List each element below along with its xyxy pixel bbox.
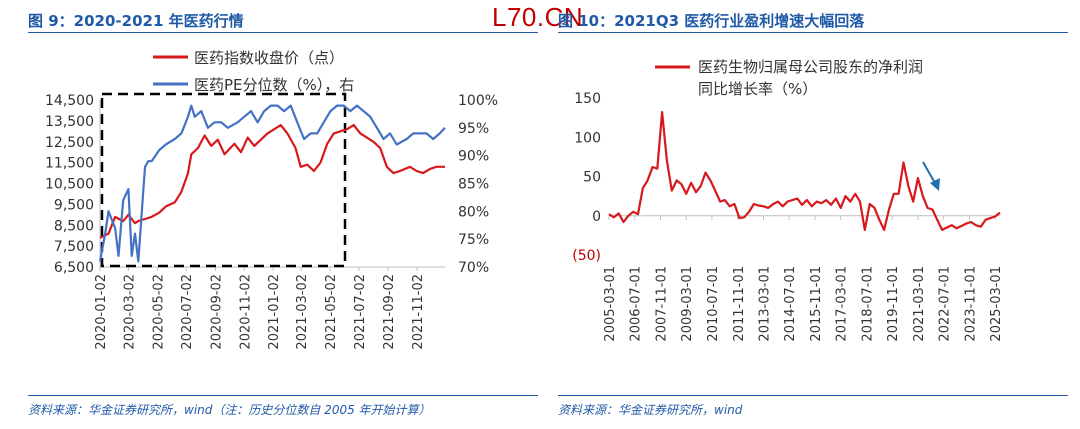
right-y-tick-label: 150 [574,91,601,107]
left-x-tick-label: 2021-09-02 [382,274,397,350]
right-y-tick-label: 70% [458,260,489,276]
right-x-tick-label: 2009-03-01 [680,266,695,342]
legend-label: 医药PE分位数（%），右 [194,76,354,94]
left-y-tick-label: 14,500 [45,93,94,109]
right-x-tick-label: 2023-11-01 [963,266,978,342]
left-x-tick-label: 2021-07-02 [353,274,368,350]
price-index-line [99,123,445,239]
right-x-tick-label: 2010-07-01 [706,266,721,342]
left-y-tick-label: 6,500 [54,260,94,276]
right-source-note: 资料来源：华金证券研究所，wind [558,403,743,417]
left-title-rule [28,32,538,33]
trend-arrow-head-icon [930,178,940,191]
right-y-tick-label: 100 [574,130,601,146]
right-y-tick-label: 50 [583,170,601,186]
left-y-tick-label: 8,500 [54,218,94,234]
right-x-tick-label: 2005-03-01 [603,266,618,342]
left-x-tick-label: 2021-01-02 [267,274,282,350]
right-source-rule [558,395,1068,396]
right-x-tick-label: 2021-03-01 [912,266,927,342]
right-x-tick-label: 2022-07-01 [938,266,953,342]
right-chart-title: 图 10：2021Q3 医药行业盈利增速大幅回落 [558,12,865,30]
left-chart: 14,500 13,500 12,500 11,500 10,500 9,500 8,500… [45,49,498,350]
right-x-tick-label: 2014-07-01 [783,266,798,342]
right-x-tick-label: 2019-11-01 [886,266,901,342]
right-x-tick-label: 2017-03-01 [835,266,850,342]
right-y-tick-label: 75% [458,232,489,248]
right-y-tick-label: 90% [458,149,489,165]
right-y-tick-label: 100% [458,93,498,109]
left-y-tick-label: 9,500 [54,197,94,213]
trend-arrow-shaft [922,161,936,184]
left-x-tick-label: 2020-07-02 [180,274,195,350]
left-x-tick-label: 2021-05-02 [324,274,339,350]
right-x-tick-label: 2018-07-01 [860,266,875,342]
right-y-tick-label: 95% [458,121,489,137]
left-x-tick-label: 2020-03-02 [122,274,137,350]
left-y-tick-label: 13,500 [45,114,94,130]
left-source-note: 资料来源：华金证券研究所，wind（注：历史分位数自 2005 年开始计算） [28,403,431,417]
left-chart-title: 图 9：2020-2021 年医药行情 [28,12,244,30]
left-x-tick-label: 2021-11-02 [411,274,426,350]
profit-growth-line [608,110,1001,231]
legend-label: 医药指数收盘价（点） [194,49,344,67]
right-y-tick-label: 80% [458,204,489,220]
right-y-tick-label: 0 [592,209,601,225]
left-x-tick-label: 2020-11-02 [238,274,253,350]
left-y-tick-label: 12,500 [45,135,94,151]
right-x-tick-label: 2007-11-01 [655,266,670,342]
right-x-tick-label: 2025-03-01 [989,266,1004,342]
pe-percentile-line [98,104,446,263]
right-y-tick-label: 85% [458,177,489,193]
left-x-tick-label: 2020-01-02 [94,274,109,350]
left-y-tick-label: 10,500 [45,177,94,193]
left-y-tick-label: 7,500 [54,239,94,255]
right-x-tick-label: 2015-11-01 [809,266,824,342]
right-x-tick-label: 2011-11-01 [732,266,747,342]
right-title-rule [558,32,1068,33]
legend-label: 同比增长率（%） [698,80,817,98]
left-x-tick-label: 2021-03-02 [295,274,310,350]
left-y-tick-label: 11,500 [45,156,94,172]
highlight-dashed-box [100,92,347,268]
right-x-tick-label: 2013-03-01 [757,266,772,342]
right-y-tick-label: (50) [572,248,601,264]
watermark: L70.CN [492,2,584,32]
right-chart: 150 100 50 0 (50)2005-03-01 2006-07-01 2007-11… [572,58,1004,342]
legend-label: 医药生物归属母公司股东的净利润 [698,58,923,76]
left-x-tick-label: 2020-09-02 [209,274,224,350]
right-x-tick-label: 2006-07-01 [629,266,644,342]
left-source-rule [28,395,538,396]
left-x-tick-label: 2020-05-02 [151,274,166,350]
